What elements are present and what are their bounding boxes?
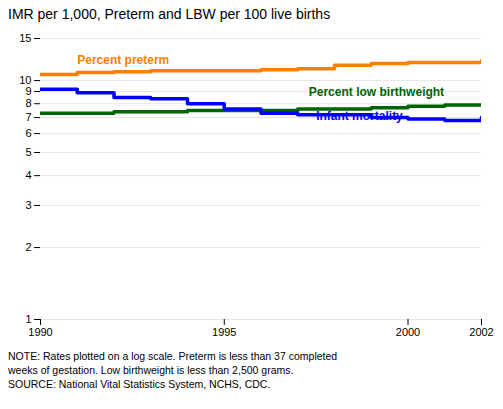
svg-text:1995: 1995	[212, 326, 236, 338]
svg-text:15: 15	[19, 32, 31, 44]
svg-text:6: 6	[25, 127, 31, 139]
html-text:NOTE: Rates plotted on a log s: NOTE: Rates plotted on a log scale. Pret…	[8, 350, 338, 362]
svg-text:1: 1	[25, 313, 31, 325]
svg-text:3: 3	[25, 199, 31, 211]
svg-text:10: 10	[19, 74, 31, 86]
svg-text:4: 4	[25, 169, 31, 181]
html-text:weeks of gestation. Low birthw: weeks of gestation. Low birthweight is l…	[8, 364, 294, 376]
svg-text:2: 2	[25, 241, 31, 253]
svg-text:Infant mortality: Infant mortality	[316, 109, 403, 123]
svg-text:5: 5	[25, 146, 31, 158]
svg-text:9: 9	[25, 85, 31, 97]
svg-text:1990: 1990	[28, 326, 52, 338]
html-text:IMR per 1,000, Preterm and LBW: IMR per 1,000, Preterm and LBW per 100 l…	[8, 6, 331, 22]
svg-text:2000: 2000	[396, 326, 420, 338]
svg-text:Percent low birthweight: Percent low birthweight	[309, 85, 444, 99]
svg-text:2002: 2002	[469, 326, 493, 338]
svg-text:Percent preterm: Percent preterm	[77, 53, 169, 67]
html-text:SOURCE: National Vital Statist: SOURCE: National Vital Statistics System…	[8, 378, 271, 390]
svg-text:7: 7	[25, 111, 31, 123]
svg-text:8: 8	[25, 97, 31, 109]
